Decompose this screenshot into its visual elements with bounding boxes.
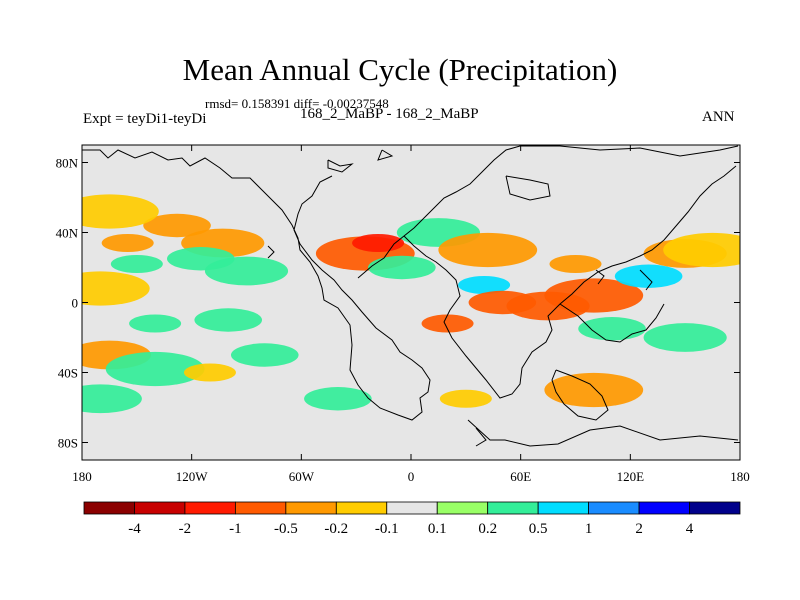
y-tick-label: 40S bbox=[58, 366, 78, 381]
anomaly-patch bbox=[578, 317, 646, 341]
colorbar-label: 2 bbox=[635, 521, 643, 537]
colorbar-swatch bbox=[285, 501, 337, 515]
anomaly-patch bbox=[105, 351, 205, 387]
colorbar-swatch bbox=[184, 501, 236, 515]
anomaly-patch bbox=[82, 194, 159, 229]
anomaly-patch bbox=[458, 276, 511, 294]
anomaly-patch bbox=[204, 256, 289, 286]
coastline-outline bbox=[82, 145, 739, 447]
plot-background bbox=[82, 145, 740, 460]
anomaly-patch bbox=[194, 308, 263, 332]
x-tick-label: 120E bbox=[617, 469, 645, 484]
anomaly-patch bbox=[544, 372, 644, 408]
anomaly-patch bbox=[143, 213, 211, 238]
x-tick-label: 0 bbox=[408, 469, 415, 484]
x-tick-label: 180 bbox=[72, 469, 92, 484]
x-tick-label: 180 bbox=[730, 469, 750, 484]
colorbar-swatch bbox=[335, 501, 388, 515]
season-label: ANN bbox=[702, 109, 735, 125]
colorbar-label: -4 bbox=[128, 521, 141, 537]
y-tick-label: 0 bbox=[72, 296, 79, 311]
colorbar-label: -2 bbox=[179, 521, 192, 537]
colorbar-swatch bbox=[386, 501, 438, 515]
anomaly-patch bbox=[230, 343, 299, 367]
anomaly-patch bbox=[82, 384, 142, 414]
anomaly-patch bbox=[614, 264, 683, 288]
anomaly-patch bbox=[101, 234, 154, 252]
anomaly-patch bbox=[368, 255, 436, 280]
colorbar-swatch bbox=[234, 501, 287, 515]
anomaly-patch bbox=[549, 255, 602, 273]
colorbar-swatch bbox=[134, 501, 186, 515]
colorbar-label: -0.1 bbox=[375, 521, 399, 537]
x-tick-label: 60E bbox=[510, 469, 531, 484]
colorbar-swatch bbox=[588, 501, 640, 515]
anomaly-patch bbox=[82, 271, 150, 306]
colorbar-label: 0.2 bbox=[478, 521, 497, 537]
anomaly-patch bbox=[439, 389, 492, 408]
colorbar-label: 0.1 bbox=[428, 521, 447, 537]
colorbar-swatch bbox=[83, 501, 135, 515]
colorbar-label: 0.5 bbox=[529, 521, 548, 537]
x-tick-label: 120W bbox=[176, 469, 209, 484]
y-tick-label: 80S bbox=[58, 436, 78, 451]
colorbar-swatch bbox=[689, 501, 741, 515]
y-tick-label: 40N bbox=[56, 226, 79, 241]
anomaly-patch bbox=[438, 232, 538, 268]
anomaly-patch bbox=[421, 314, 474, 333]
colorbar-label: -0.2 bbox=[324, 521, 348, 537]
y-tick-label: 80N bbox=[56, 156, 79, 171]
rmsd-diff-stats: rmsd= 0.158391 diff= -0.00237548 bbox=[205, 96, 389, 111]
chart-title: Mean Annual Cycle (Precipitation) bbox=[182, 52, 618, 87]
colorbar-label: -0.5 bbox=[274, 521, 298, 537]
case-comparison-label: 168_2_MaBP - 168_2_MaBP bbox=[300, 106, 479, 122]
anomaly-patch bbox=[304, 387, 372, 411]
anomaly-patch bbox=[643, 323, 727, 352]
anomaly-patch bbox=[183, 363, 236, 382]
colorbar-swatch bbox=[487, 501, 539, 515]
colorbar-swatch bbox=[638, 501, 690, 515]
colorbar-swatch bbox=[537, 501, 590, 515]
anomaly-patch bbox=[129, 314, 182, 333]
colorbar-swatch bbox=[436, 501, 489, 515]
anomaly-patch bbox=[544, 278, 644, 313]
x-tick-label: 60W bbox=[289, 469, 315, 484]
experiment-label: Expt = teyDi1-teyDi bbox=[83, 111, 207, 127]
anomaly-patch bbox=[663, 232, 740, 268]
anomaly-patch bbox=[352, 234, 405, 252]
colorbar-label: 4 bbox=[686, 521, 694, 537]
colorbar-label: -1 bbox=[229, 521, 242, 537]
anomaly-patch bbox=[110, 255, 163, 273]
colorbar-label: 1 bbox=[585, 521, 593, 537]
